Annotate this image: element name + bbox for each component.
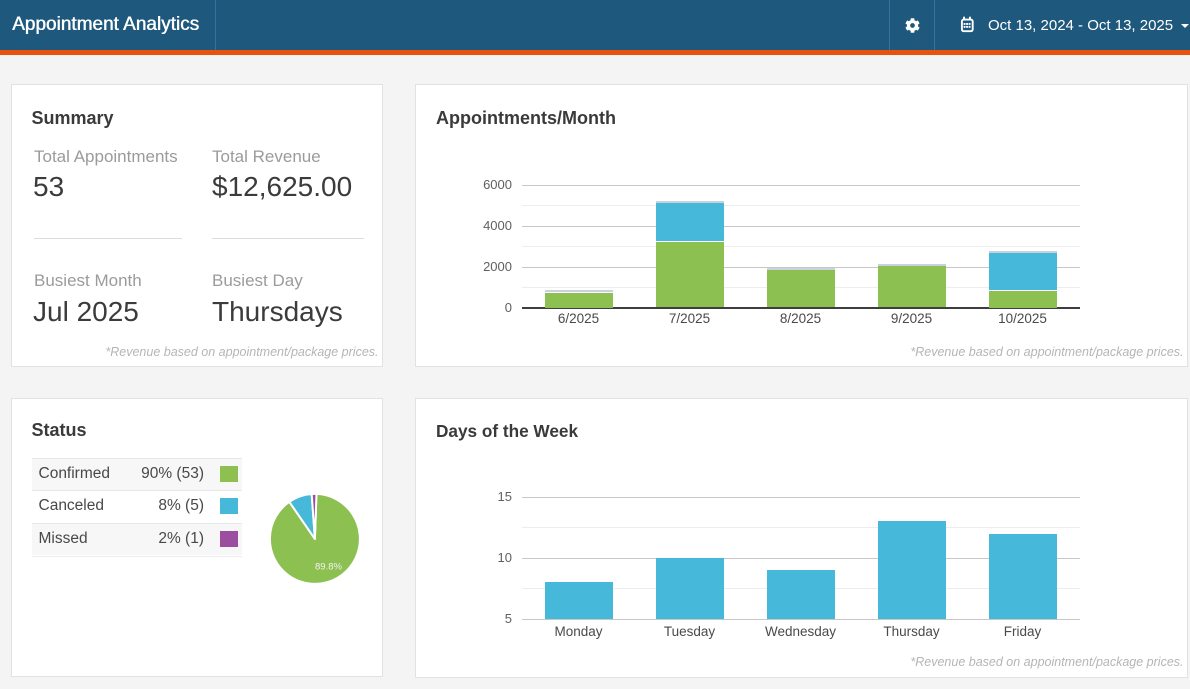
svg-text:89.8%: 89.8% [315, 562, 342, 573]
